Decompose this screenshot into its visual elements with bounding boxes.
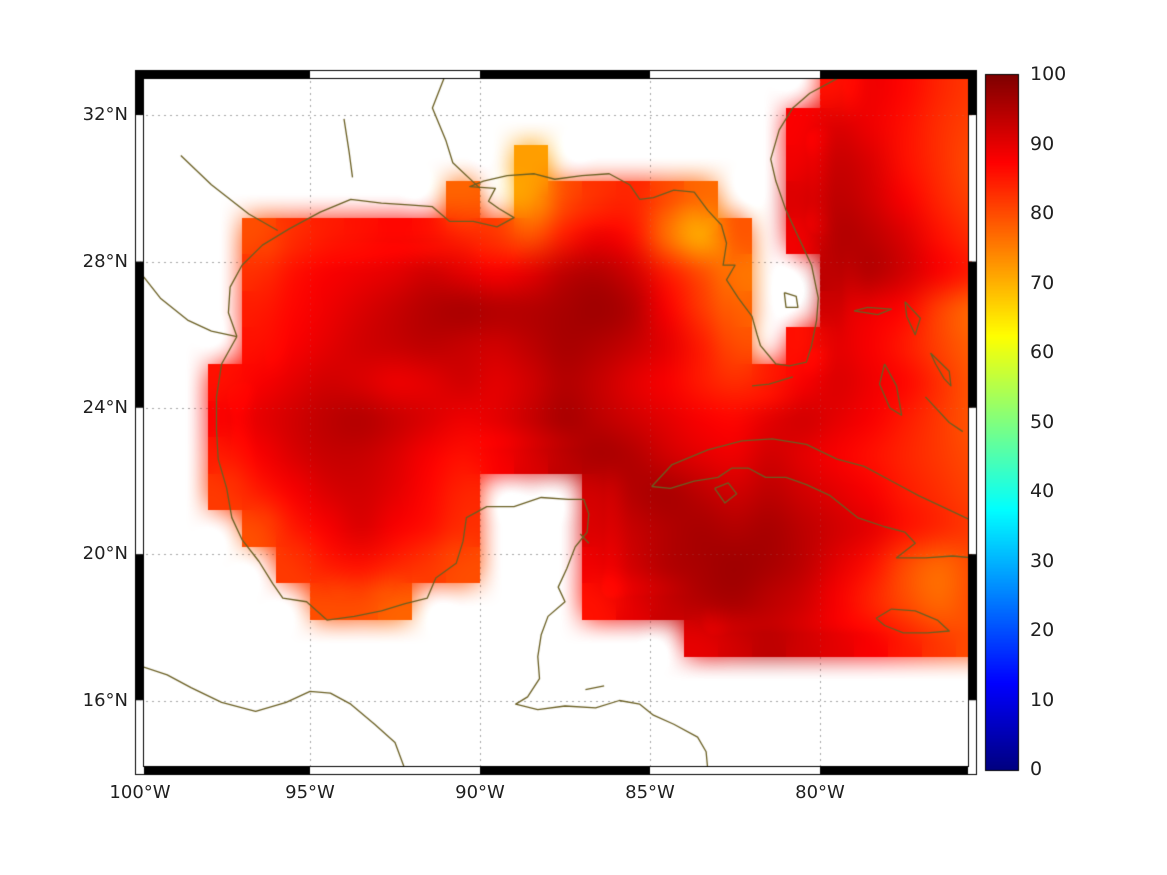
colorbar-tick-label: 80	[1030, 202, 1055, 224]
colorbar-tick-label: 90	[1030, 132, 1055, 155]
y-tick-label: 32°N	[82, 104, 128, 126]
x-tick-label: 90°W	[455, 782, 505, 803]
colorbar-tick-label: 50	[1030, 410, 1055, 433]
x-tick-label: 80°W	[795, 782, 845, 803]
y-tick-label: 16°N	[82, 689, 128, 711]
x-tick-label: 85°W	[625, 782, 675, 803]
colorbar-tick-label: 100	[1030, 63, 1067, 85]
colorbar-tick-label: 10	[1030, 688, 1055, 711]
y-tick-label: 28°N	[82, 250, 128, 272]
colorbar-tick-label: 40	[1030, 480, 1055, 502]
colorbar-tick-label: 30	[1030, 549, 1055, 572]
colorbar-tick-label: 60	[1030, 341, 1055, 363]
colorbar-tick-label: 70	[1030, 271, 1055, 294]
colorbar-tick-label: 0	[1030, 758, 1043, 780]
y-tick-label: 20°N	[82, 543, 128, 565]
x-tick-label: 100°W	[109, 782, 171, 803]
colorbar-tick-label: 20	[1030, 619, 1055, 641]
x-tick-label: 95°W	[285, 782, 335, 803]
y-tick-label: 24°N	[82, 396, 128, 418]
